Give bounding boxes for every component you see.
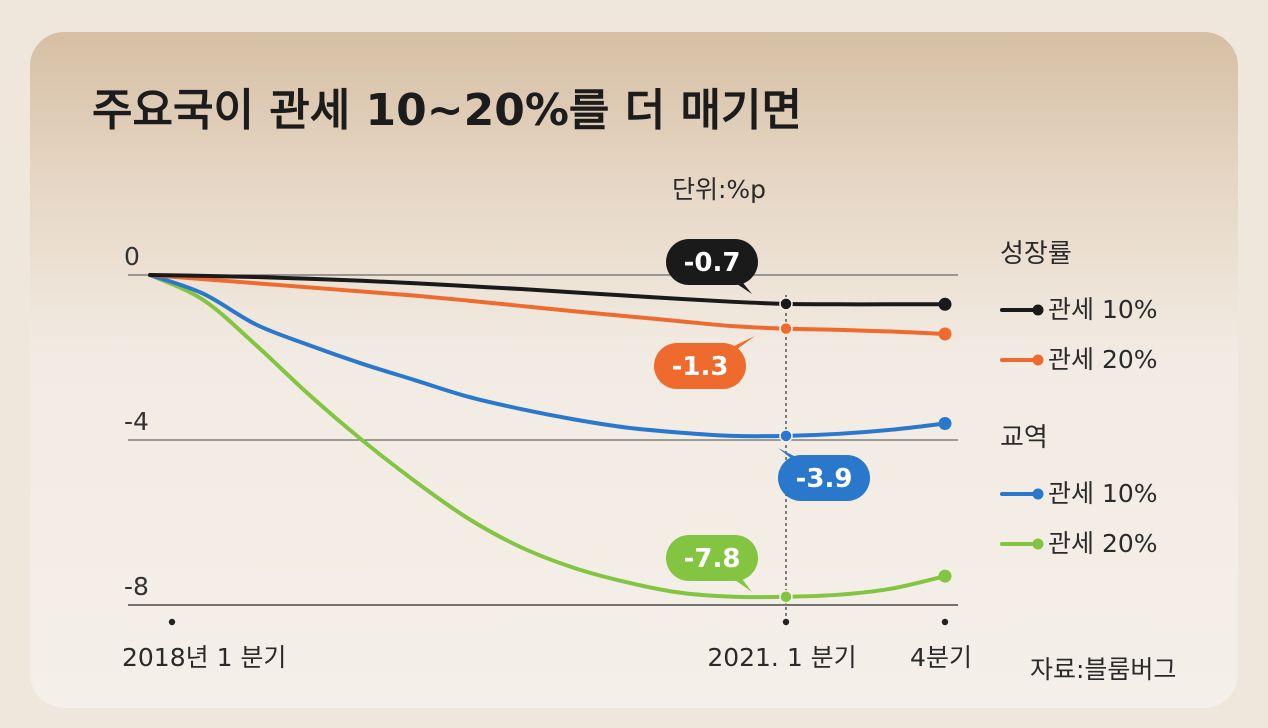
callout-label: -1.3 [672, 352, 729, 382]
legend-group-title: 교역 [1000, 423, 1048, 453]
callout: -3.9 [778, 448, 870, 501]
callout: -1.3 [654, 336, 755, 389]
legend-swatch-dot [1032, 488, 1044, 500]
series-line [148, 273, 947, 336]
source-label: 자료:블룸버그 [1030, 655, 1176, 684]
legend-swatch-dot [1032, 538, 1044, 550]
x-tick-label: 4분기 [910, 643, 972, 672]
unit-label: 단위:%p [672, 175, 766, 204]
callout-bubble [778, 455, 870, 501]
callout-bubble [654, 343, 746, 389]
series-line [148, 273, 947, 307]
legend-swatch-dot [1032, 354, 1044, 366]
callout-bubble [666, 239, 758, 285]
x-axis: 2018년 1 분기 2021. 1 분기 4분기 [122, 295, 972, 672]
x-tick [168, 618, 176, 626]
chart-title: 주요국이 관세 10~20%를 더 매기면 [92, 85, 802, 136]
legend-label: 관세 10% [1048, 479, 1158, 508]
x-tick-label: 2021. 1 분기 [707, 643, 856, 672]
callout: -7.8 [666, 535, 758, 592]
card-background [30, 32, 1238, 708]
highlight-point [779, 297, 793, 311]
legend-swatch-dot [1032, 304, 1044, 316]
legend-label: 관세 20% [1048, 529, 1158, 558]
series-lines [148, 273, 952, 604]
end-point [938, 569, 952, 583]
y-tick-label: -8 [124, 572, 149, 601]
legend-label: 관세 10% [1048, 295, 1158, 324]
end-point [938, 327, 952, 341]
end-point [938, 417, 952, 430]
callout-label: -3.9 [796, 464, 853, 494]
legend-label: 관세 20% [1048, 345, 1158, 374]
x-tick [782, 618, 790, 626]
series-line [148, 273, 947, 439]
data-callouts: -0.7 -1.3 -3.9 -7.8 [654, 239, 870, 592]
callout-label: -0.7 [684, 248, 741, 278]
callout: -0.7 [666, 239, 758, 294]
highlight-point [779, 590, 793, 604]
y-axis-ticks: 0 -4 -8 [124, 242, 149, 601]
y-tick-label: -4 [124, 407, 149, 436]
x-tick [941, 618, 949, 626]
highlight-point [779, 429, 793, 443]
end-point [938, 297, 952, 311]
callout-label: -7.8 [684, 544, 741, 574]
grid-lines [128, 274, 958, 606]
y-tick-label: 0 [124, 242, 140, 271]
callout-bubble [666, 535, 758, 581]
highlight-point [779, 321, 793, 336]
x-tick-label: 2018년 1 분기 [122, 643, 286, 672]
series-line [148, 273, 947, 600]
legend-group-title: 성장률 [1000, 239, 1072, 269]
